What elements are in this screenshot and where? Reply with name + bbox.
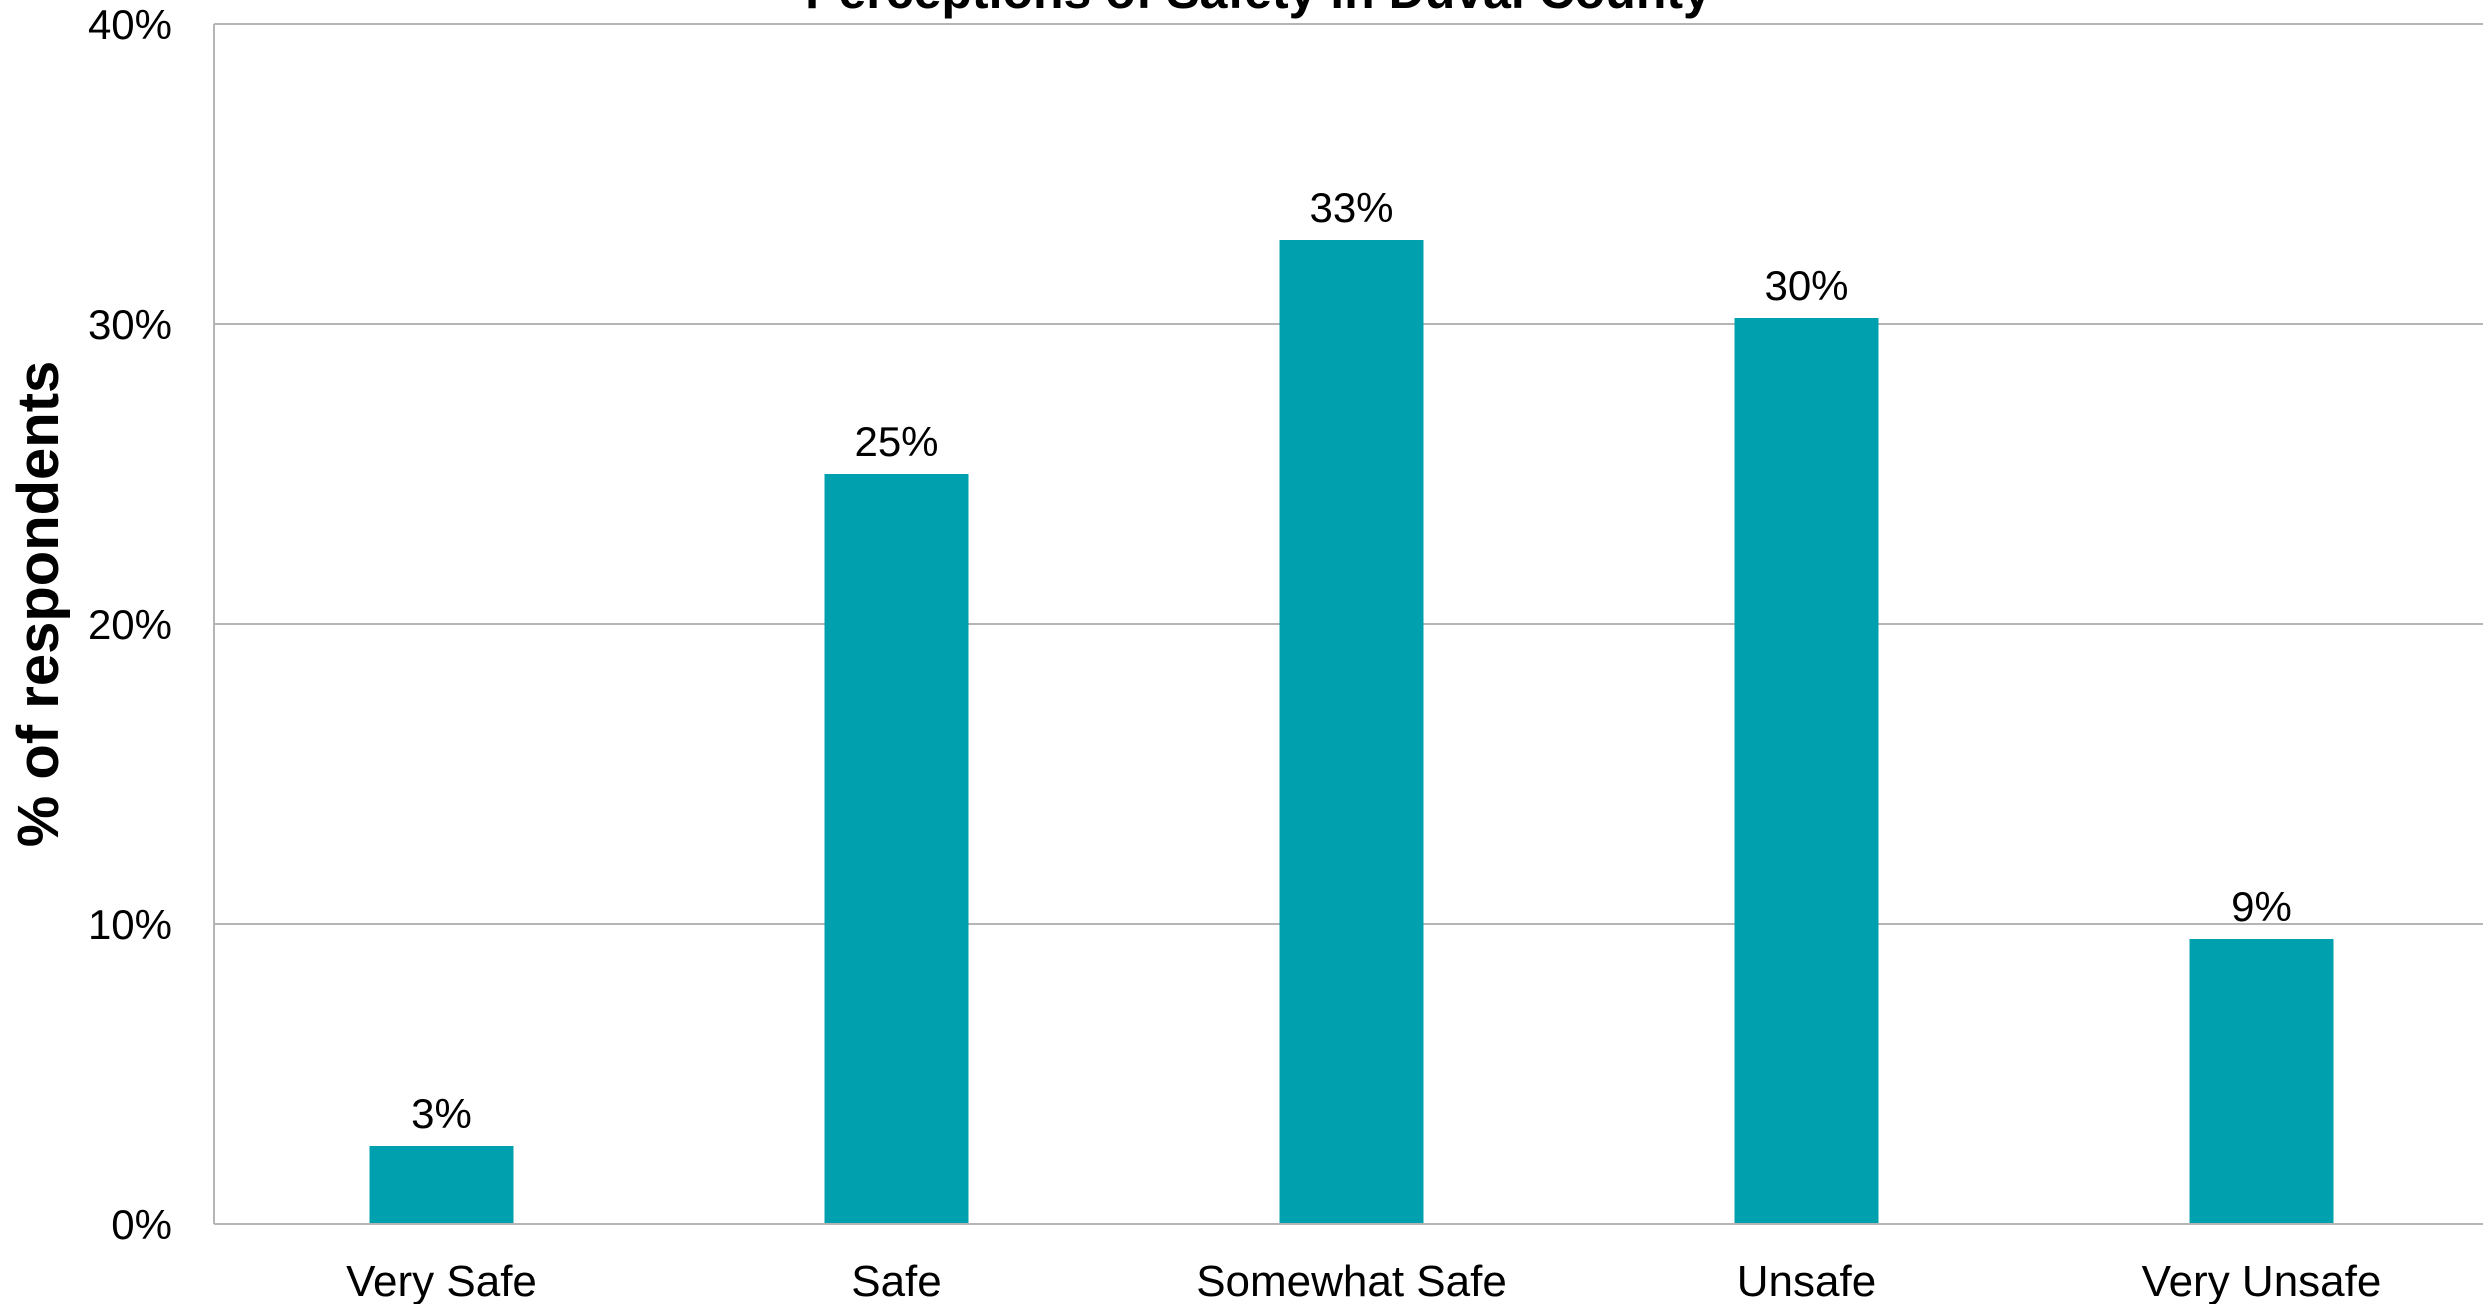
category-label: Unsafe: [1737, 1257, 1876, 1304]
category-label: Very Unsafe: [2142, 1257, 2382, 1304]
bars: [369, 240, 2334, 1224]
chart-title: Perceptions of Safety in Duval County: [805, 0, 1711, 19]
category-label: Somewhat Safe: [1196, 1257, 1507, 1304]
bar-very-safe: [369, 1146, 514, 1224]
data-labels: 3% 25% 33% 30% 9%: [411, 184, 2292, 1137]
data-label: 3%: [411, 1090, 472, 1137]
data-label: 9%: [2231, 883, 2292, 930]
bar-somewhat-safe: [1279, 240, 1424, 1224]
data-label: 30%: [1764, 262, 1848, 309]
bar-very-unsafe: [2189, 939, 2334, 1224]
y-axis-ticks: 0% 10% 20% 30% 40%: [88, 1, 172, 1248]
bar-unsafe: [1734, 318, 1879, 1224]
y-tick-label: 20%: [88, 601, 172, 648]
y-tick-label: 10%: [88, 901, 172, 948]
category-labels: Very Safe Safe Somewhat Safe Unsafe Very Uns…: [346, 1257, 2381, 1304]
y-tick-label: 40%: [88, 1, 172, 48]
category-label: Very Safe: [346, 1257, 537, 1304]
data-label: 25%: [854, 418, 938, 465]
y-tick-label: 0%: [111, 1201, 172, 1248]
category-label: Safe: [851, 1257, 942, 1304]
y-axis-label: % of respondents: [6, 361, 71, 848]
data-label: 33%: [1309, 184, 1393, 231]
bar-safe: [824, 474, 969, 1224]
y-tick-label: 30%: [88, 301, 172, 348]
